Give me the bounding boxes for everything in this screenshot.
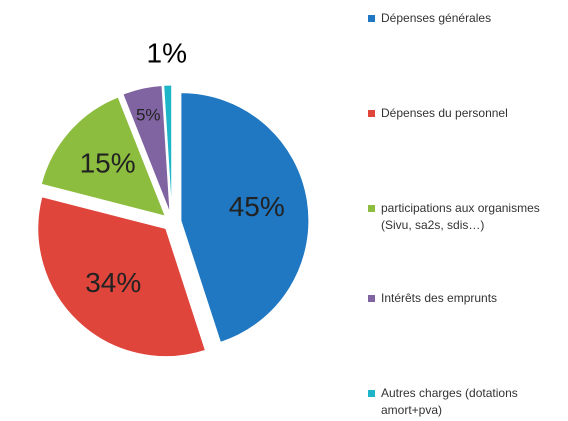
legend-item: Autres charges (dotations amort+pva): [368, 385, 563, 419]
legend-label: participations aux organismes (Sivu, sa2…: [381, 201, 540, 232]
legend-label: Dépenses générales: [381, 11, 492, 25]
legend-swatch: [368, 15, 375, 22]
legend-label: Intérêts des emprunts: [381, 291, 498, 305]
pie-slice: [40, 96, 167, 217]
legend-label: Dépenses du personnel: [381, 106, 508, 120]
data-label: 5%: [136, 105, 161, 124]
legend-swatch: [368, 205, 375, 212]
data-label: 45%: [229, 191, 285, 222]
data-label: 34%: [85, 267, 141, 298]
legend-label: Autres charges (dotations amort+pva): [381, 386, 518, 417]
legend-swatch: [368, 390, 375, 397]
legend-swatch: [368, 110, 375, 117]
data-label: 15%: [80, 148, 136, 179]
legend-swatch: [368, 295, 375, 302]
legend-item: Dépenses du personnel: [368, 105, 563, 122]
pie-slice: [37, 196, 207, 358]
data-label: 1%: [147, 37, 187, 68]
pie-slice: [163, 84, 173, 214]
pie-slice: [180, 92, 310, 343]
legend-item: participations aux organismes (Sivu, sa2…: [368, 200, 563, 234]
legend-item: Dépenses générales: [368, 10, 563, 27]
pie-slice: [122, 84, 171, 214]
legend-item: Intérêts des emprunts: [368, 290, 563, 307]
